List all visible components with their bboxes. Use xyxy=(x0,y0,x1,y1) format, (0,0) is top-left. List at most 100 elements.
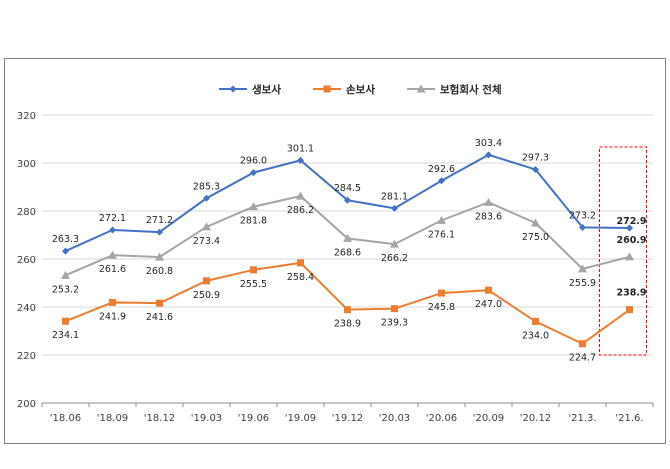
data-point xyxy=(62,317,69,325)
data-label: 281.8 xyxy=(240,216,267,227)
x-tick-label: '21.3. xyxy=(568,413,596,424)
data-label: 292.6 xyxy=(428,164,455,175)
data-label: 283.6 xyxy=(475,211,502,222)
data-label: 258.4 xyxy=(287,272,314,283)
data-label: 284.5 xyxy=(334,183,361,194)
legend-label: 손보사 xyxy=(346,83,375,96)
data-point xyxy=(437,215,446,224)
legend-label: 보험회사 전체 xyxy=(440,83,502,96)
data-label: 271.2 xyxy=(146,215,173,226)
x-tick-label: '21.6. xyxy=(615,413,643,424)
data-point xyxy=(156,299,163,307)
data-point xyxy=(344,196,351,204)
y-tick-label: 260 xyxy=(17,255,36,266)
x-tick-label: '18.09 xyxy=(97,413,128,424)
data-point xyxy=(297,259,304,267)
legend-marker xyxy=(323,85,331,93)
data-point xyxy=(484,197,493,206)
data-point xyxy=(202,222,211,231)
data-label: 224.7 xyxy=(569,353,596,364)
data-label: 281.1 xyxy=(381,191,408,202)
data-point xyxy=(579,340,586,348)
data-label: 303.4 xyxy=(475,138,502,149)
line-chart: 200 220 240 260 280 300 320 '18.06 '18.09 '18.12 '… xyxy=(17,83,654,424)
data-point xyxy=(250,169,257,177)
data-point xyxy=(108,250,117,259)
data-point xyxy=(156,228,163,236)
data-label: 250.9 xyxy=(193,290,220,301)
y-tick-label: 280 xyxy=(17,207,36,218)
data-label: 272.1 xyxy=(99,213,126,224)
legend-marker xyxy=(416,84,426,93)
data-point xyxy=(203,277,210,285)
chart-frame: 200 220 240 260 280 300 320 '18.06 '18.09 '18.12 '… xyxy=(4,58,666,444)
data-point xyxy=(391,204,398,212)
data-point xyxy=(579,223,586,231)
y-tick-label: 240 xyxy=(17,303,36,314)
data-point xyxy=(438,289,445,297)
data-label: 238.9 xyxy=(616,288,646,299)
data-point xyxy=(626,224,633,232)
data-point xyxy=(626,306,633,314)
data-label: 273.2 xyxy=(569,210,596,221)
data-label: 234.0 xyxy=(522,330,549,341)
x-tick-label: '19.09 xyxy=(285,413,316,424)
data-label: 260.9 xyxy=(616,235,646,246)
data-label: 255.5 xyxy=(240,279,267,290)
data-point xyxy=(297,156,304,164)
data-point xyxy=(109,226,116,234)
data-point xyxy=(249,202,258,211)
x-tick-label: '20.12 xyxy=(520,413,551,424)
data-point xyxy=(532,165,539,173)
x-tick-label: '20.03 xyxy=(379,413,410,424)
data-point xyxy=(250,266,257,274)
data-label: 266.2 xyxy=(381,253,408,264)
data-point xyxy=(390,239,399,248)
data-point xyxy=(155,252,164,261)
x-tick-label: '18.12 xyxy=(144,413,175,424)
legend-marker xyxy=(229,85,237,93)
data-label: 263.3 xyxy=(52,234,79,245)
data-label: 276.1 xyxy=(428,229,455,240)
data-label: 247.0 xyxy=(475,299,502,310)
data-point xyxy=(578,264,587,273)
legend-label: 생보사 xyxy=(252,83,281,96)
x-tick-label: '20.06 xyxy=(426,413,457,424)
data-point xyxy=(296,191,305,200)
data-label: 253.2 xyxy=(52,284,79,295)
data-label: 286.2 xyxy=(287,205,314,216)
data-label: 273.4 xyxy=(193,236,220,247)
data-label: 241.9 xyxy=(99,311,126,322)
data-label: 241.6 xyxy=(146,312,173,323)
data-label: 297.3 xyxy=(522,152,549,163)
data-point xyxy=(109,298,116,306)
data-label: 268.6 xyxy=(334,247,361,258)
data-label: 301.1 xyxy=(287,143,314,154)
data-point xyxy=(531,218,540,227)
data-label: 296.0 xyxy=(240,156,267,167)
x-tick-label: '19.03 xyxy=(191,413,222,424)
y-tick-label: 200 xyxy=(17,399,36,410)
data-point xyxy=(485,286,492,294)
y-tick-label: 320 xyxy=(17,111,36,122)
data-label: 238.9 xyxy=(334,319,361,330)
x-tick-label: '19.12 xyxy=(332,413,363,424)
x-tick-label: '19.06 xyxy=(238,413,269,424)
data-label: 261.6 xyxy=(99,264,126,275)
data-label: 272.9 xyxy=(616,216,646,227)
data-point xyxy=(62,247,69,255)
data-label: 234.1 xyxy=(52,330,79,341)
data-point xyxy=(391,305,398,313)
x-tick-label: '20.09 xyxy=(473,413,504,424)
data-point xyxy=(532,317,539,325)
data-label: 245.8 xyxy=(428,302,455,313)
data-point xyxy=(344,306,351,314)
y-tick-label: 220 xyxy=(17,351,36,362)
data-label: 275.0 xyxy=(522,232,549,243)
data-point xyxy=(203,194,210,202)
data-label: 285.3 xyxy=(193,181,220,192)
data-point xyxy=(485,151,492,159)
data-point xyxy=(438,177,445,185)
highlight-box xyxy=(599,146,647,356)
data-point xyxy=(61,270,70,279)
